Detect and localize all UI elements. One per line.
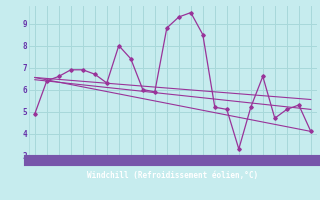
- X-axis label: Windchill (Refroidissement éolien,°C): Windchill (Refroidissement éolien,°C): [87, 171, 258, 180]
